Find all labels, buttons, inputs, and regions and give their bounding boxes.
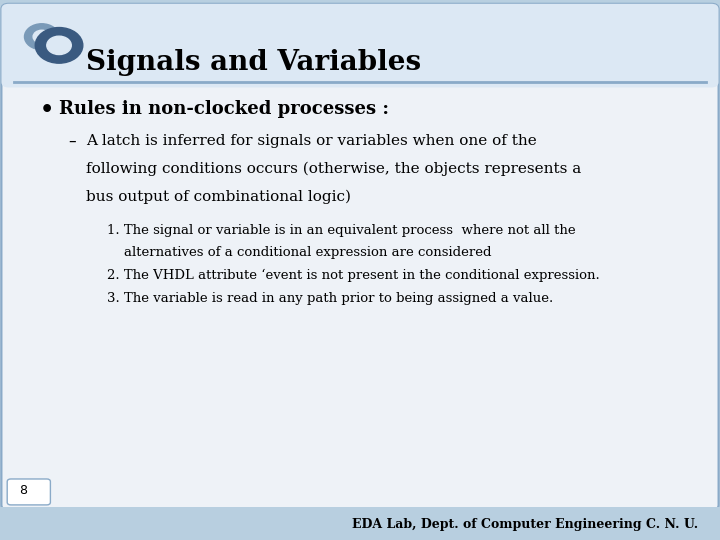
Text: •: •: [40, 100, 54, 120]
Text: bus output of combinational logic): bus output of combinational logic): [86, 190, 351, 205]
Text: A latch is inferred for signals or variables when one of the: A latch is inferred for signals or varia…: [86, 134, 537, 148]
Text: Rules in non-clocked processes :: Rules in non-clocked processes :: [59, 100, 389, 118]
Text: 8: 8: [19, 484, 27, 497]
Text: 3. The variable is read in any path prior to being assigned a value.: 3. The variable is read in any path prio…: [107, 292, 553, 305]
Text: –: –: [68, 134, 76, 149]
Text: 2. The VHDL attribute ‘event is not present in the conditional expression.: 2. The VHDL attribute ‘event is not pres…: [107, 269, 599, 282]
Text: 1. The signal or variable is in an equivalent process  where not all the: 1. The signal or variable is in an equiv…: [107, 224, 575, 237]
Text: alternatives of a conditional expression are considered: alternatives of a conditional expression…: [107, 246, 491, 259]
Text: following conditions occurs (otherwise, the objects represents a: following conditions occurs (otherwise, …: [86, 162, 582, 177]
Text: EDA Lab, Dept. of Computer Engineering C. N. U.: EDA Lab, Dept. of Computer Engineering C…: [352, 518, 698, 531]
Text: Signals and Variables: Signals and Variables: [86, 49, 421, 76]
